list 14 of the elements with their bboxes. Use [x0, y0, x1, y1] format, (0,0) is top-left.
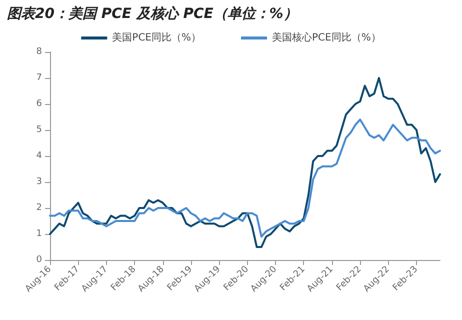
y-tick-label: 1 — [36, 229, 42, 239]
y-tick-label: 2 — [36, 203, 42, 213]
legend-label: 美国核心PCE同比（%） — [272, 32, 381, 44]
line-series — [49, 77, 441, 248]
chart-title: 图表20：美国 PCE 及核心 PCE（单位：%） — [7, 5, 298, 22]
line-series — [49, 118, 441, 238]
y-tick-label: 3 — [36, 177, 42, 187]
y-tick-label: 5 — [36, 125, 42, 135]
y-tick-label: 0 — [36, 255, 42, 265]
y-tick-label: 4 — [36, 151, 42, 161]
y-tick-label: 7 — [36, 73, 42, 83]
y-tick-label: 8 — [36, 47, 42, 57]
y-tick-label: 6 — [36, 99, 42, 109]
legend-label: 美国PCE同比（%） — [112, 32, 202, 44]
